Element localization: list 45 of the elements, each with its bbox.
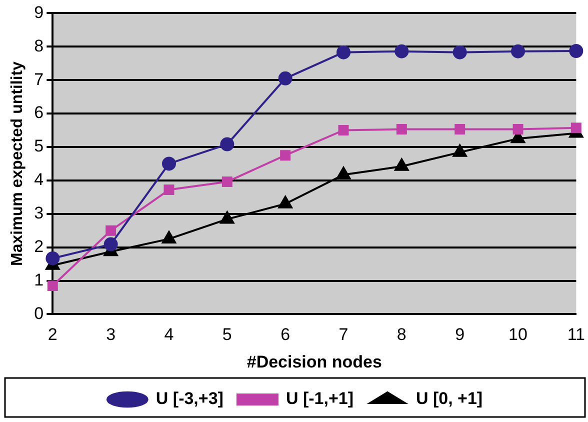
point	[336, 45, 350, 60]
x-tick-label: 6	[280, 325, 290, 344]
y-tick-label: 5	[34, 136, 44, 156]
point	[164, 184, 174, 196]
point	[220, 137, 234, 152]
y-tick-label: 2	[34, 237, 44, 256]
x-axis-title: #Decision nodes	[246, 352, 382, 372]
point	[106, 225, 116, 236]
point	[452, 45, 467, 60]
x-tick-label: 11	[567, 325, 586, 344]
legend-label: U [0, +1]	[416, 389, 483, 408]
legend-label: U [-1,+1]	[286, 389, 354, 408]
point	[396, 124, 407, 134]
x-tick-label: 2	[48, 325, 58, 344]
y-tick-label: 1	[34, 270, 44, 290]
legend-label: U [-3,+3]	[156, 389, 224, 408]
point	[569, 44, 584, 58]
point	[454, 124, 466, 134]
y-axis-title: Maximum expected untility	[9, 61, 26, 266]
y-tick-label: 8	[34, 36, 44, 56]
point	[338, 125, 349, 136]
point	[278, 71, 292, 86]
point	[570, 122, 582, 134]
x-tick-label: 3	[106, 325, 116, 344]
point	[46, 251, 60, 266]
x-tick-label: 5	[222, 325, 232, 344]
x-tick-label: 4	[164, 325, 174, 344]
point	[162, 156, 176, 171]
point	[104, 237, 118, 252]
x-tick-label: 10	[508, 325, 528, 344]
point	[222, 176, 232, 188]
x-tick-label: 7	[338, 325, 348, 344]
point	[280, 150, 291, 161]
point	[47, 280, 58, 292]
y-tick-label: 0	[34, 304, 44, 323]
point	[511, 44, 526, 58]
x-tick-label: 9	[455, 325, 465, 344]
point	[512, 124, 524, 134]
y-tick-label: 9	[34, 2, 44, 22]
y-tick-label: 3	[34, 204, 44, 223]
y-tick-label: 4	[34, 170, 44, 190]
x-tick-label: 8	[396, 325, 406, 344]
y-tick-label: 7	[34, 70, 44, 89]
point	[394, 44, 409, 58]
y-tick-label: 6	[34, 103, 44, 122]
